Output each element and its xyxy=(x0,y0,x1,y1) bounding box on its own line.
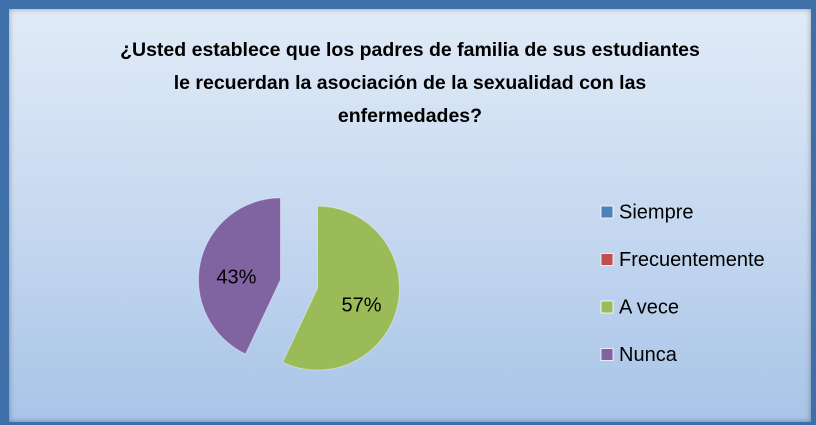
legend-label: Nunca xyxy=(619,344,678,366)
pie-slice xyxy=(198,197,281,355)
slice-label: 43% xyxy=(216,266,256,288)
slice-label: 57% xyxy=(342,294,382,316)
pie-slice xyxy=(281,205,401,371)
legend-label: A vece xyxy=(619,296,679,318)
legend-swatch xyxy=(600,205,614,219)
legend-label: Siempre xyxy=(619,201,693,223)
legend-swatch xyxy=(600,300,614,314)
legend-swatch xyxy=(600,348,614,361)
legend-label: Frecuentemente xyxy=(619,249,765,271)
chart-title: ¿Usted establece que los padres de famil… xyxy=(120,39,700,127)
legend-swatch xyxy=(600,253,614,266)
